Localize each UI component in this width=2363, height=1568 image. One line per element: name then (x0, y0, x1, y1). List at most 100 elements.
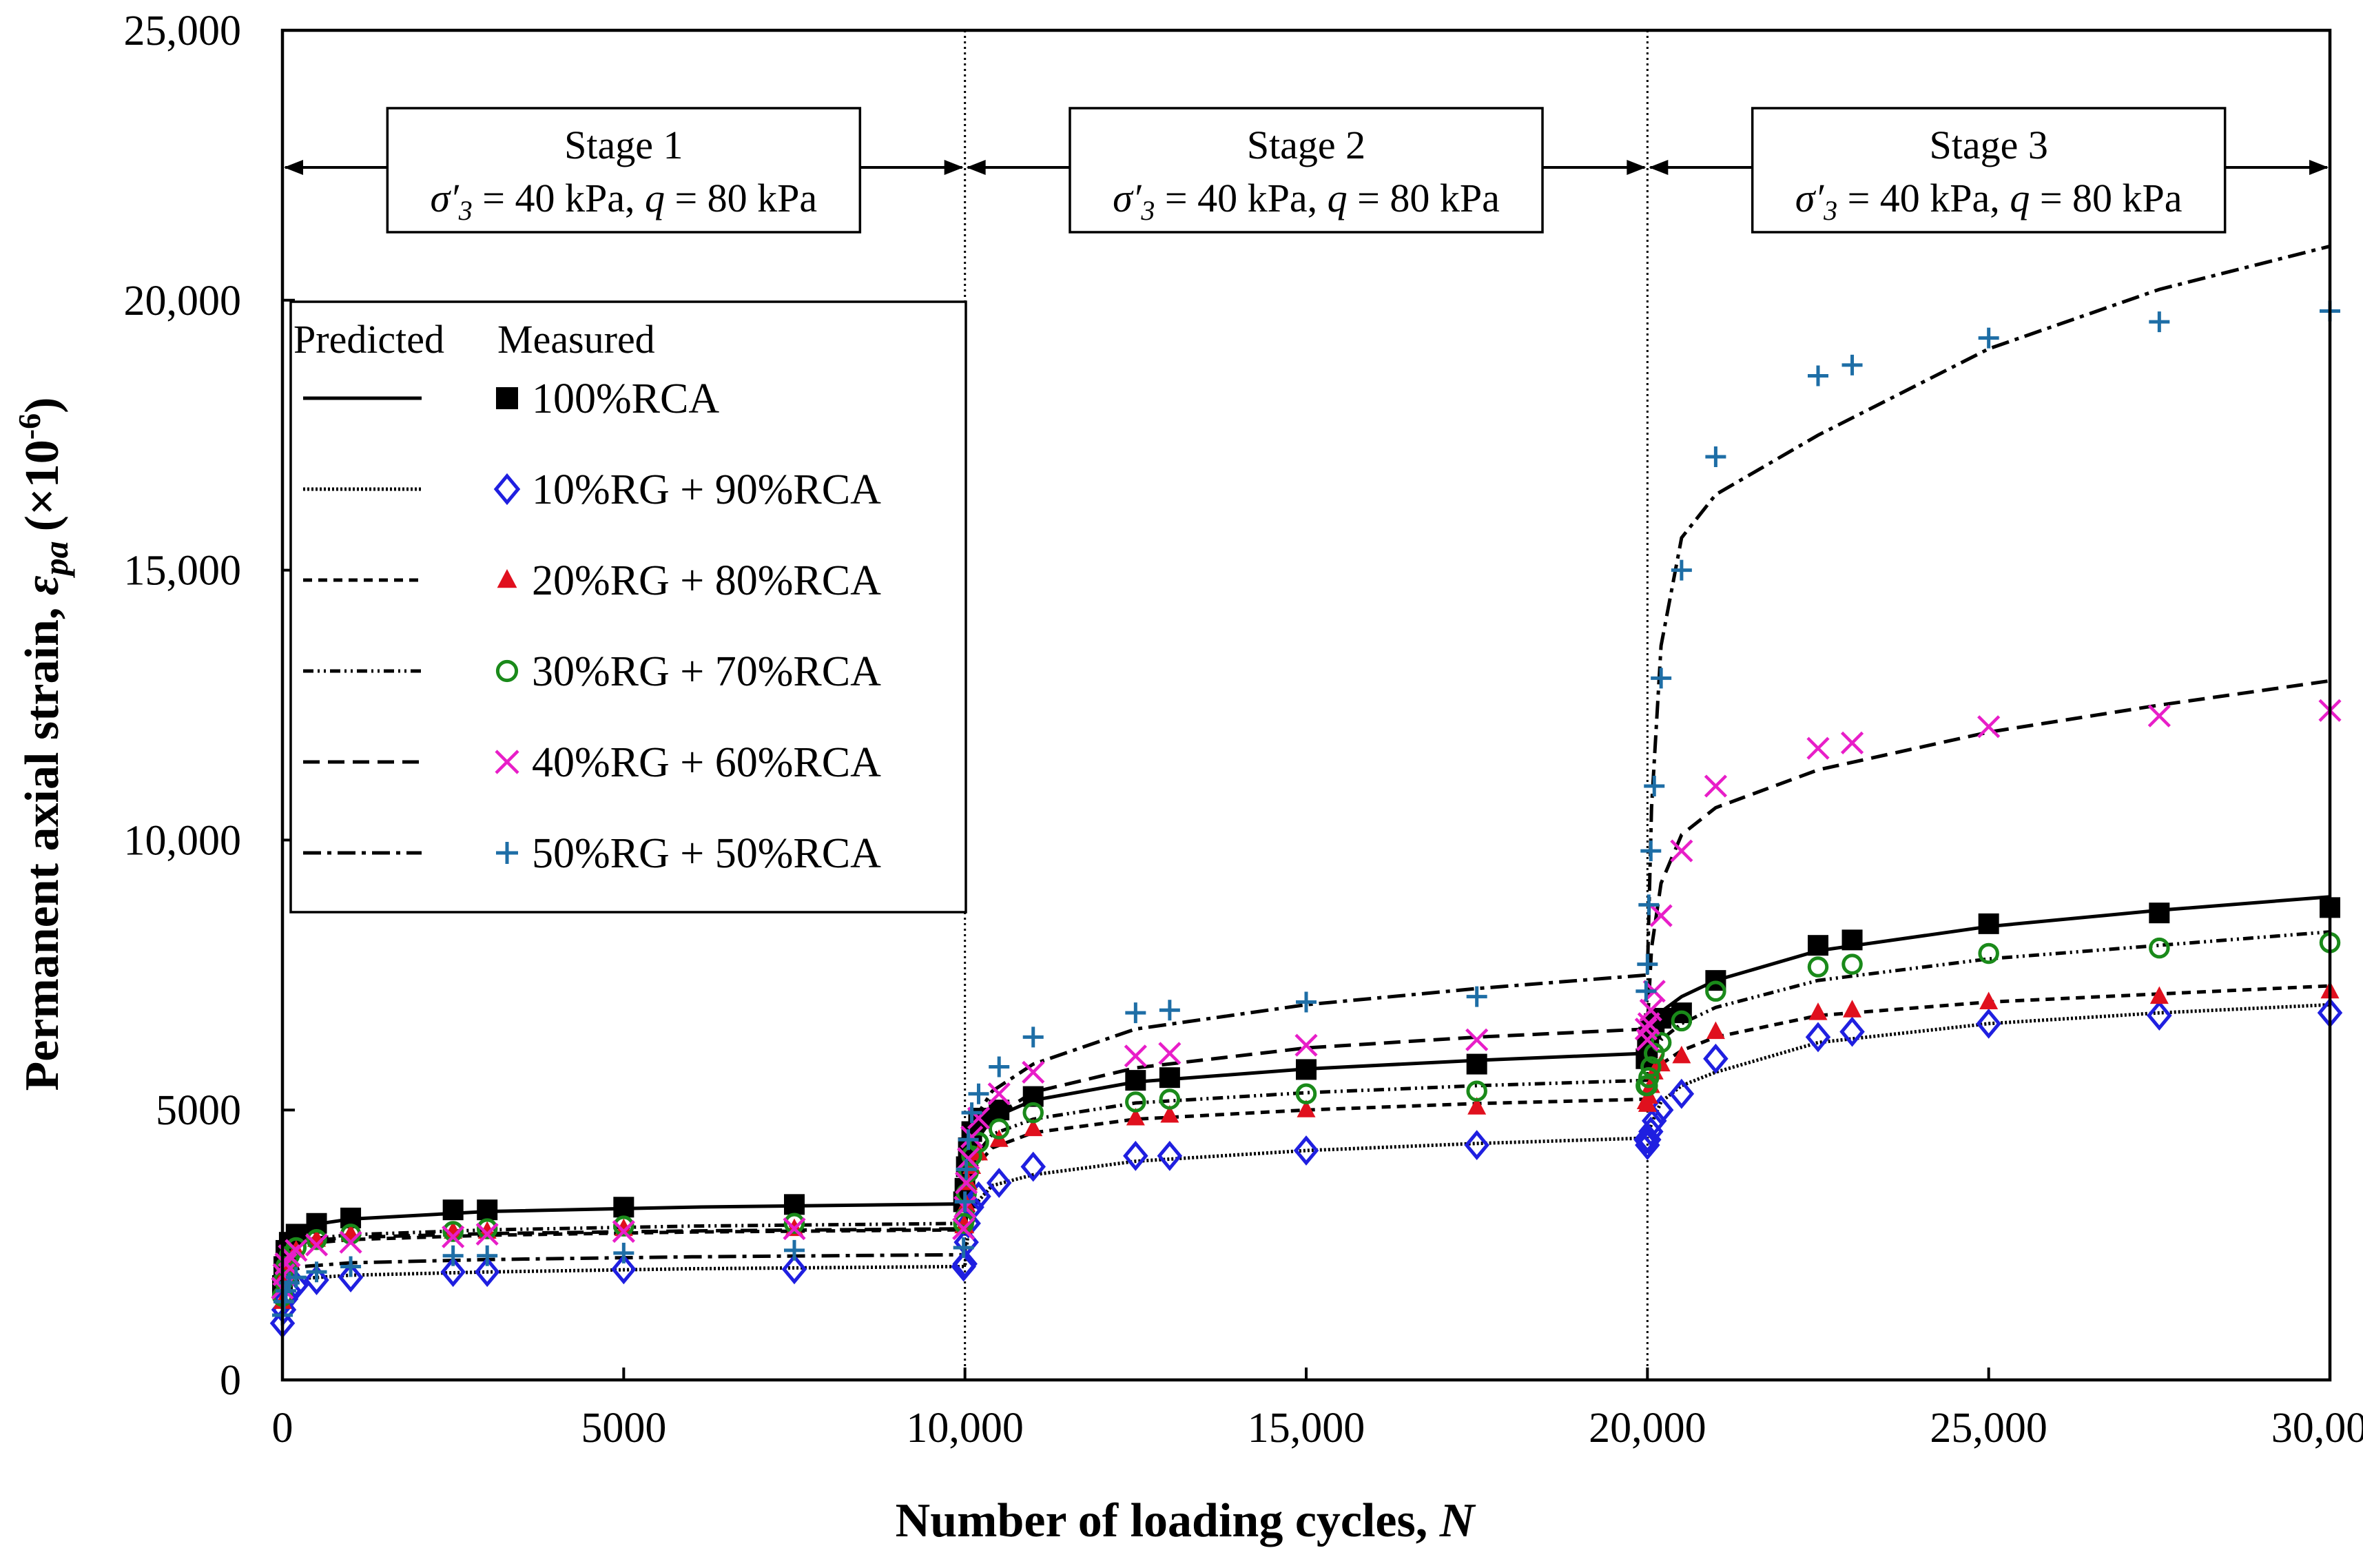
measured-point (613, 1197, 634, 1218)
stage-arrow-head-right (2309, 160, 2329, 175)
measured-point (339, 1230, 362, 1254)
y-tick-label: 20,000 (124, 278, 242, 324)
measured-point (1635, 980, 1657, 1002)
measured-point (783, 1217, 806, 1241)
measured-point (1466, 1053, 1487, 1075)
measured-point (1704, 774, 1727, 798)
measured-point (1976, 1008, 2001, 1039)
stage-title: Stage 2 (1247, 123, 1365, 167)
stage-2: Stage 2 σ′3 = 40 kPa, q = 80 kPa (966, 107, 1647, 234)
measured-point (612, 1219, 635, 1244)
measured-point (1671, 559, 1692, 581)
stage-title: Stage 1 (564, 123, 683, 167)
measured-point (1978, 913, 1999, 934)
axes: 0 5000 10,000 15,000 20,000 25,000 30,000 0 5000… (124, 8, 2363, 1452)
measured-point (1843, 1000, 1862, 1018)
measured-point (442, 1221, 464, 1242)
measured-point (954, 1191, 976, 1213)
legend-marker (496, 842, 518, 864)
measured-point (1022, 1060, 1045, 1084)
measured-point (1467, 1097, 1487, 1115)
measured-point (1633, 1124, 1659, 1155)
measured-point (285, 1237, 307, 1259)
measured-point (1020, 1151, 1046, 1182)
measured-point (1125, 1002, 1146, 1024)
measured-point (613, 1215, 634, 1237)
measured-point (1841, 354, 1863, 375)
measured-point (285, 1239, 308, 1262)
measured-point (784, 1194, 805, 1215)
measured-point (1978, 942, 1999, 964)
measured-point (340, 1256, 362, 1277)
measured-point (1637, 953, 1658, 975)
measured-point (475, 1222, 499, 1246)
x-tick-label: 0 (272, 1405, 293, 1452)
measured-point (1125, 1070, 1146, 1091)
measured-series-5 (271, 699, 2342, 1300)
x-tick-label: 25,000 (1930, 1405, 2047, 1452)
measured-point (1651, 668, 1672, 689)
measured-point (955, 1171, 978, 1195)
measured-point (1466, 1080, 1487, 1102)
measured-point (1705, 446, 1726, 468)
measured-point (781, 1254, 807, 1285)
measured-point (442, 1199, 464, 1221)
legend-entry-4: 30%RG + 70%RCA (303, 648, 881, 695)
measured-point (285, 1267, 307, 1288)
predicted-line-5 (280, 679, 2331, 1265)
measured-point (1123, 1140, 1148, 1171)
measured-point (1644, 776, 1665, 797)
measured-point (1157, 1140, 1183, 1171)
measured-point (1295, 1083, 1317, 1104)
legend-entry-2: 10%RG + 90%RCA (303, 466, 881, 513)
measured-point (1840, 731, 1864, 754)
measured-point (476, 1218, 498, 1239)
stage-box (386, 107, 862, 234)
measured-point (1640, 840, 1662, 862)
legend-marker (497, 569, 517, 588)
legend-label: 10%RG + 90%RCA (532, 466, 881, 513)
x-tick-label: 30,000 (2271, 1405, 2363, 1452)
stage-arrow-head-left (284, 160, 303, 175)
stage-title: Stage 3 (1929, 123, 2047, 167)
legend-label: 20%RG + 80%RCA (532, 557, 881, 604)
measured-point (1465, 1028, 1489, 1051)
measured-point (611, 1254, 637, 1285)
measured-point (442, 1245, 464, 1266)
x-tick-label: 20,000 (1589, 1405, 1706, 1452)
stage-arrow-head-right (1627, 160, 1647, 175)
measured-point (957, 1147, 980, 1170)
stage-box (1751, 107, 2227, 234)
measured-point (784, 1239, 805, 1261)
measured-point (1841, 953, 1863, 975)
measured-point (1024, 1118, 1043, 1137)
legend-label: 100%RCA (532, 375, 719, 422)
measured-point (1126, 1107, 1145, 1126)
measured-point (989, 1056, 1010, 1077)
legend-entry-3: 20%RG + 80%RCA (303, 557, 881, 604)
measured-point (1807, 956, 1829, 978)
legend-entry-5: 40%RG + 60%RCA (303, 739, 881, 786)
measured-point (1808, 365, 1828, 386)
measured-point (1293, 1135, 1319, 1166)
measured-point (1841, 929, 1863, 951)
legend-label: 30%RG + 70%RCA (532, 648, 881, 695)
measured-point (952, 1217, 976, 1241)
stage-arrow-head-left (966, 160, 986, 175)
y-tick-label: 10,000 (124, 817, 242, 864)
measured-point (953, 1237, 974, 1259)
stage-annotations: Stage 1 σ′3 = 40 kPa, q = 80 kPa Stage 2 σ′… (284, 107, 2329, 234)
measured-point (2147, 1000, 2172, 1031)
measured-point (613, 1242, 634, 1263)
measured-point (1672, 1045, 1691, 1064)
x-tick-label: 5000 (581, 1405, 666, 1452)
y-tick-label: 0 (220, 1357, 241, 1404)
measured-point (1839, 1016, 1865, 1047)
measured-point (966, 1181, 991, 1212)
legend-marker (496, 387, 518, 409)
measured-point (987, 1082, 1011, 1106)
measured-point (2149, 986, 2169, 1004)
stage-box (1069, 107, 1544, 234)
measured-point (1641, 1105, 1667, 1136)
measured-point (1651, 1053, 1671, 1072)
